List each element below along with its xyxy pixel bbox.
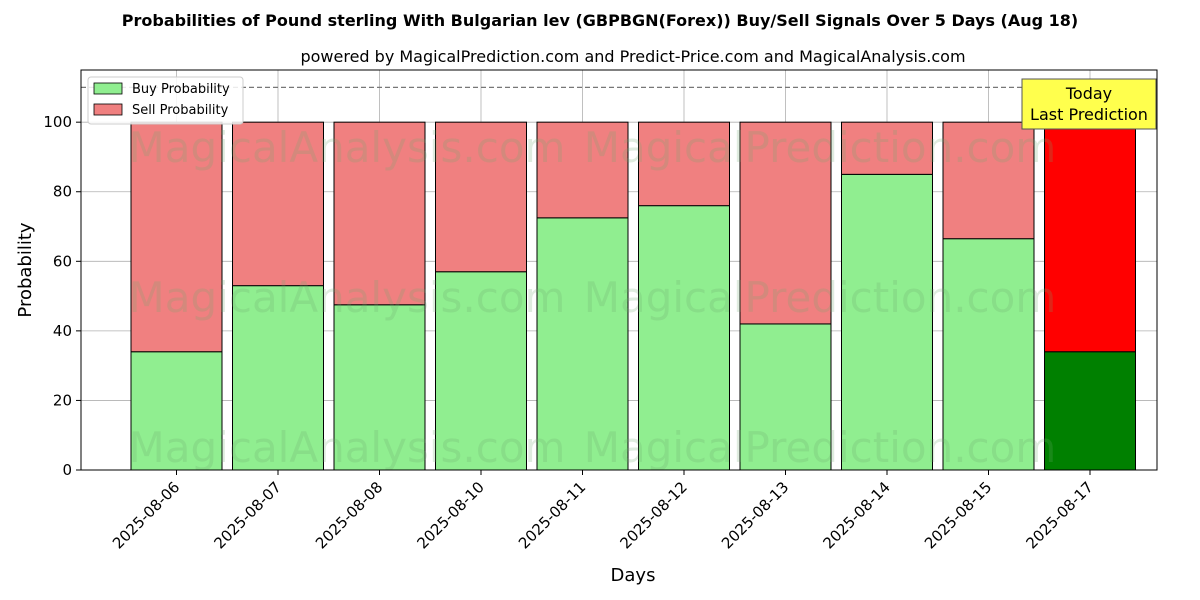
- y-axis-label: Probability: [15, 222, 36, 317]
- bar-sell-2025-08-14: [841, 121, 933, 175]
- bar-buy-2025-08-06: [130, 351, 223, 471]
- y-tick-label-80: 80: [53, 183, 72, 201]
- bar-sell-2025-08-17: [1044, 121, 1136, 353]
- legend: Buy Probability Sell Probability: [87, 76, 244, 125]
- bar-sell-2025-08-12: [638, 121, 730, 207]
- watermark-0-0: MagicalAnalysis.com: [129, 123, 566, 172]
- x-tick-label-2025-08-13: 2025-08-13: [718, 478, 792, 552]
- legend-frame: [87, 76, 244, 125]
- watermarks: MagicalAnalysis.com MagicalPrediction.com…: [129, 123, 1057, 472]
- y-tick-label-20: 20: [53, 391, 72, 409]
- y-tick-label-40: 40: [53, 322, 72, 340]
- bar-buy-2025-08-13: [739, 323, 832, 471]
- x-axis-label: Days: [611, 565, 656, 586]
- bar-sell-2025-08-10: [435, 121, 527, 273]
- watermark-1-1: MagicalPrediction.com: [584, 273, 1057, 322]
- bar-buy-2025-08-14: [841, 173, 933, 471]
- today-annotation-box: [1021, 78, 1157, 130]
- y-tick-label-60: 60: [53, 252, 72, 270]
- bar-buy-2025-08-08: [333, 304, 426, 471]
- y-tick-label-0: 0: [62, 461, 72, 479]
- bar-buy-2025-08-12: [638, 205, 730, 471]
- plot-frame: [80, 69, 1158, 471]
- bar-sell-2025-08-11: [536, 121, 629, 219]
- watermark-2-1: MagicalPrediction.com: [584, 423, 1057, 472]
- bar-buy-2025-08-10: [435, 271, 527, 471]
- bar-sell-2025-08-07: [232, 121, 324, 287]
- legend-label-sell: Sell Probability: [132, 103, 229, 118]
- legend-label-buy: Buy Probability: [132, 82, 230, 97]
- bar-buy-2025-08-11: [536, 217, 629, 471]
- bar-sell-2025-08-15: [942, 121, 1035, 240]
- today-annotation: Today Last Prediction: [1021, 78, 1157, 130]
- watermark-0-1: MagicalPrediction.com: [584, 123, 1057, 172]
- chart-subtitle: powered by MagicalPrediction.com and Pre…: [300, 47, 965, 66]
- today-annotation-line1: Today: [1065, 84, 1112, 103]
- legend-swatch-sell: [93, 103, 123, 116]
- chart-title: Probabilities of Pound sterling With Bul…: [122, 11, 1079, 30]
- x-tick-label-2025-08-07: 2025-08-07: [210, 478, 284, 552]
- x-tick-label-2025-08-12: 2025-08-12: [616, 478, 690, 552]
- y-tick-label-100: 100: [43, 113, 72, 131]
- bar-buy-2025-08-17: [1044, 351, 1136, 471]
- x-tick-label-2025-08-14: 2025-08-14: [819, 478, 893, 552]
- y-axis: 0 20 40 60 80 100: [43, 113, 81, 479]
- bar-sell-2025-08-06: [130, 121, 223, 353]
- x-tick-label-2025-08-06: 2025-08-06: [109, 478, 183, 552]
- x-tick-label-2025-08-08: 2025-08-08: [312, 478, 386, 552]
- x-tick-label-2025-08-15: 2025-08-15: [921, 478, 995, 552]
- x-tick-label-2025-08-11: 2025-08-11: [515, 478, 589, 552]
- bar-sell-2025-08-08: [333, 121, 426, 306]
- watermark-2-0: MagicalAnalysis.com: [129, 423, 566, 472]
- x-tick-label-2025-08-10: 2025-08-10: [413, 478, 487, 552]
- bar-sell-2025-08-13: [739, 121, 832, 325]
- bar-buy-2025-08-15: [942, 238, 1035, 471]
- watermark-1-0: MagicalAnalysis.com: [129, 273, 566, 322]
- x-axis: 2025-08-06 2025-08-07 2025-08-08 2025-08-10…: [109, 470, 1097, 552]
- bars: [130, 121, 1136, 471]
- x-tick-label-2025-08-17: 2025-08-17: [1022, 478, 1096, 552]
- legend-swatch-buy: [93, 82, 123, 95]
- today-annotation-line2: Last Prediction: [1030, 105, 1148, 124]
